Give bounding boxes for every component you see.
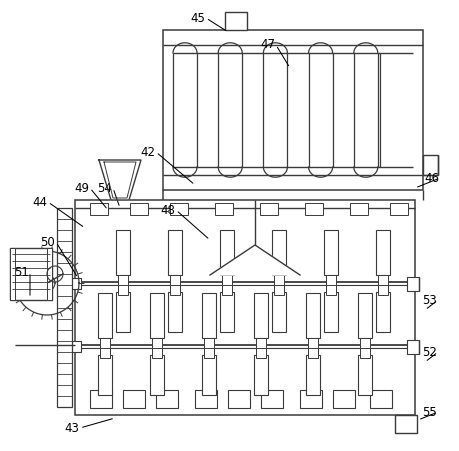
Bar bbox=[98, 293, 112, 338]
Bar bbox=[394, 415, 416, 433]
Bar bbox=[375, 230, 389, 275]
Bar bbox=[168, 292, 182, 332]
Bar bbox=[256, 348, 265, 358]
Bar bbox=[299, 390, 321, 408]
Bar bbox=[323, 292, 337, 332]
Bar bbox=[156, 390, 178, 408]
Bar bbox=[47, 248, 52, 300]
Text: 42: 42 bbox=[140, 146, 155, 158]
Bar bbox=[422, 155, 437, 175]
Bar bbox=[228, 390, 249, 408]
Bar bbox=[259, 203, 277, 215]
Bar bbox=[305, 355, 319, 395]
Bar bbox=[100, 348, 110, 358]
Bar bbox=[349, 203, 367, 215]
Bar bbox=[357, 355, 371, 395]
Bar bbox=[325, 275, 335, 289]
Text: 43: 43 bbox=[64, 422, 79, 434]
Bar bbox=[271, 292, 285, 332]
Bar bbox=[116, 292, 130, 332]
Text: 50: 50 bbox=[40, 235, 55, 249]
Text: 52: 52 bbox=[422, 345, 437, 359]
Bar bbox=[168, 230, 182, 275]
Bar bbox=[90, 390, 112, 408]
Bar bbox=[222, 285, 231, 295]
Bar bbox=[274, 275, 283, 289]
Bar bbox=[357, 293, 371, 338]
Bar bbox=[219, 292, 234, 332]
Bar bbox=[71, 341, 81, 352]
Bar bbox=[116, 230, 130, 275]
Text: 54: 54 bbox=[97, 181, 112, 194]
Bar bbox=[150, 293, 164, 338]
Text: 49: 49 bbox=[74, 181, 90, 194]
Bar bbox=[377, 285, 387, 295]
Bar bbox=[369, 390, 391, 408]
Bar bbox=[359, 348, 369, 358]
Bar bbox=[98, 355, 112, 395]
Bar bbox=[359, 338, 369, 352]
Bar bbox=[304, 203, 322, 215]
Bar bbox=[406, 340, 418, 354]
Bar bbox=[57, 208, 72, 407]
Bar bbox=[219, 230, 234, 275]
Bar bbox=[10, 248, 15, 300]
Bar bbox=[203, 338, 213, 352]
Bar bbox=[151, 338, 162, 352]
Bar bbox=[224, 12, 246, 30]
Text: 44: 44 bbox=[33, 195, 47, 208]
Bar bbox=[170, 285, 179, 295]
Bar bbox=[222, 275, 231, 289]
Bar bbox=[308, 348, 317, 358]
Bar bbox=[118, 285, 128, 295]
Text: 45: 45 bbox=[190, 11, 205, 24]
Bar bbox=[90, 203, 108, 215]
Text: 48: 48 bbox=[160, 203, 175, 216]
Bar bbox=[260, 390, 282, 408]
Bar bbox=[130, 203, 148, 215]
Bar bbox=[71, 278, 81, 289]
Bar bbox=[305, 293, 319, 338]
Bar bbox=[332, 390, 354, 408]
Bar bbox=[202, 355, 216, 395]
Bar bbox=[256, 338, 265, 352]
Bar bbox=[253, 355, 268, 395]
Bar bbox=[162, 30, 422, 190]
Polygon shape bbox=[210, 245, 299, 275]
Bar bbox=[203, 348, 213, 358]
Bar bbox=[375, 292, 389, 332]
Bar bbox=[274, 285, 283, 295]
Bar bbox=[377, 275, 387, 289]
Bar bbox=[151, 348, 162, 358]
Bar bbox=[123, 390, 145, 408]
Bar bbox=[253, 293, 268, 338]
Bar bbox=[323, 230, 337, 275]
Bar bbox=[170, 203, 188, 215]
Bar bbox=[170, 275, 179, 289]
Bar bbox=[150, 355, 164, 395]
Bar bbox=[195, 390, 217, 408]
Polygon shape bbox=[99, 160, 141, 200]
Bar bbox=[100, 338, 110, 352]
Bar bbox=[308, 338, 317, 352]
Bar bbox=[406, 277, 418, 291]
Bar bbox=[202, 293, 216, 338]
Text: 47: 47 bbox=[260, 38, 275, 51]
Bar bbox=[325, 285, 335, 295]
Bar bbox=[271, 230, 285, 275]
Text: 46: 46 bbox=[424, 171, 438, 184]
Bar bbox=[10, 248, 52, 300]
Text: 55: 55 bbox=[422, 405, 437, 419]
Text: 53: 53 bbox=[422, 294, 437, 307]
Bar bbox=[75, 200, 414, 415]
Bar bbox=[389, 203, 407, 215]
Bar bbox=[118, 275, 128, 289]
Bar bbox=[214, 203, 233, 215]
Text: 51: 51 bbox=[15, 266, 29, 279]
